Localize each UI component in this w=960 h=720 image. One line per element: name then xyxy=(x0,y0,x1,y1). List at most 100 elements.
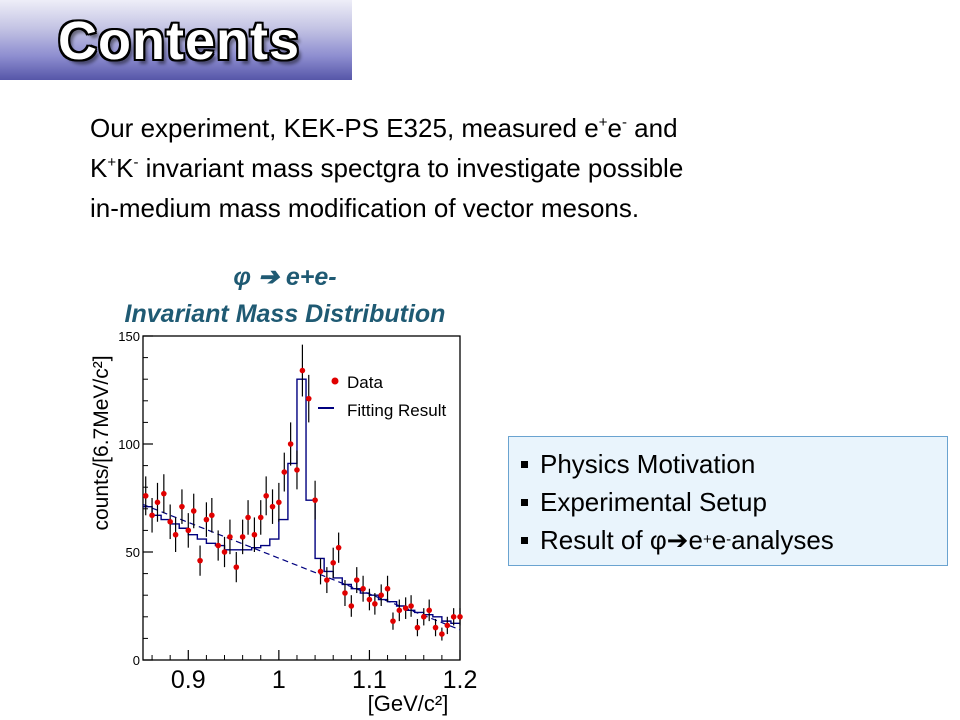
intro-l1-sup2: - xyxy=(621,114,627,131)
y-axis-label: counts/[6.7MeV/c²] xyxy=(90,355,113,530)
data-point xyxy=(294,467,300,473)
intro-l1-sup1: + xyxy=(598,114,608,131)
data-point xyxy=(227,534,233,540)
data-point xyxy=(263,493,269,499)
intro-l2-sup1: + xyxy=(107,154,117,171)
y-tick-label: 50 xyxy=(126,545,140,560)
data-point xyxy=(203,516,210,523)
data-point xyxy=(149,512,155,519)
data-point xyxy=(444,622,451,629)
bullet-icon xyxy=(521,460,528,468)
intro-l2-a: K xyxy=(90,153,108,183)
data-point xyxy=(161,490,167,497)
x-tick-label: 1.2 xyxy=(443,666,478,694)
y-tick-label: 0 xyxy=(133,653,140,668)
contents-item-label-b: e xyxy=(711,525,727,555)
data-point xyxy=(348,603,355,609)
data-point xyxy=(305,395,312,402)
y-tick-label: 100 xyxy=(118,437,140,452)
intro-line-2: K+K- invariant mass spectgra to investig… xyxy=(90,148,890,188)
plot-title-line-1: φ ➔ e+e- xyxy=(233,263,337,291)
intro-l1-a: Our experiment, KEK-PS E325, measured e xyxy=(90,113,599,143)
legend-label-fit: Fitting Result xyxy=(347,401,446,420)
data-point xyxy=(353,577,360,583)
x-tick-label: 1 xyxy=(272,666,286,694)
data-point xyxy=(209,512,215,519)
x-axis-label: [GeV/c²] xyxy=(368,691,449,716)
y-tick-label: 150 xyxy=(118,329,140,344)
data-point xyxy=(324,577,330,583)
data-point xyxy=(142,493,149,499)
data-point xyxy=(414,624,421,631)
data-point xyxy=(450,614,457,620)
data-point xyxy=(276,499,282,506)
data-point xyxy=(179,503,185,510)
data-point xyxy=(330,560,337,566)
data-point xyxy=(312,497,318,503)
data-point xyxy=(233,564,240,570)
intro-l2-sup2: - xyxy=(133,154,139,171)
bullet-icon xyxy=(521,498,528,506)
slide-title: Contents xyxy=(58,11,300,71)
data-point xyxy=(408,603,414,609)
data-point xyxy=(245,514,251,521)
x-tick-label: 0.9 xyxy=(171,666,206,694)
data-point xyxy=(426,607,433,614)
intro-l1-b: e xyxy=(607,113,622,143)
intro-paragraph: Our experiment, KEK-PS E325, measured e+… xyxy=(90,108,890,228)
legend-label-data: Data xyxy=(347,373,383,392)
data-point xyxy=(269,503,276,510)
legend-data-marker xyxy=(331,377,339,385)
data-point xyxy=(281,469,288,475)
data-point xyxy=(384,585,391,592)
data-point xyxy=(420,614,427,620)
data-point xyxy=(335,544,342,551)
intro-line-1: Our experiment, KEK-PS E325, measured e+… xyxy=(90,108,890,148)
data-points xyxy=(142,344,463,641)
data-point xyxy=(172,531,179,538)
data-point xyxy=(257,514,264,521)
x-tick-label: 1.1 xyxy=(352,666,387,694)
data-point xyxy=(439,631,445,637)
data-point xyxy=(342,590,348,596)
data-point xyxy=(360,585,366,592)
contents-item-label-c: analyses xyxy=(731,525,834,555)
intro-line-3: in-medium mass modification of vector me… xyxy=(90,193,640,223)
data-point xyxy=(390,618,396,624)
contents-box: Physics Motivation Experimental Setup Re… xyxy=(508,436,948,566)
contents-item-results[interactable]: Result of φ➔e + e - analyses xyxy=(521,521,947,559)
intro-l2-c: invariant mass spectgra to investigate p… xyxy=(138,153,684,183)
plot-title-line-2: Invariant Mass Distribution xyxy=(124,300,446,328)
contents-item-setup[interactable]: Experimental Setup xyxy=(521,483,947,521)
data-point xyxy=(457,614,463,620)
contents-item-label: Physics Motivation xyxy=(540,449,756,479)
intro-l1-c: and xyxy=(626,113,678,143)
data-point xyxy=(378,592,385,598)
bullet-icon xyxy=(521,536,528,544)
data-point xyxy=(432,624,439,631)
data-point xyxy=(396,607,403,614)
data-point xyxy=(185,527,192,534)
data-point xyxy=(239,534,246,540)
plot-area xyxy=(142,335,461,661)
title-banner xyxy=(0,0,352,80)
contents-item-motivation[interactable]: Physics Motivation xyxy=(521,445,947,483)
contents-list: Physics Motivation Experimental Setup Re… xyxy=(509,437,947,559)
data-point xyxy=(215,542,221,549)
contents-item-label-a: Result of φ➔e xyxy=(540,525,703,555)
data-point xyxy=(190,508,197,514)
axis-ticks: 0.9 1 1.1 1.2 0 50 100 150 xyxy=(118,329,477,694)
data-point xyxy=(402,605,409,611)
data-point xyxy=(317,568,324,575)
plot-frame xyxy=(142,335,461,661)
data-point xyxy=(251,531,258,538)
legend: Data Fitting Result xyxy=(318,373,446,420)
data-point xyxy=(197,557,203,564)
data-point xyxy=(299,367,306,374)
data-point xyxy=(287,441,294,447)
data-point xyxy=(167,518,173,525)
intro-l2-b: K xyxy=(116,153,134,183)
data-point xyxy=(221,549,228,555)
contents-item-label: Experimental Setup xyxy=(540,487,767,517)
